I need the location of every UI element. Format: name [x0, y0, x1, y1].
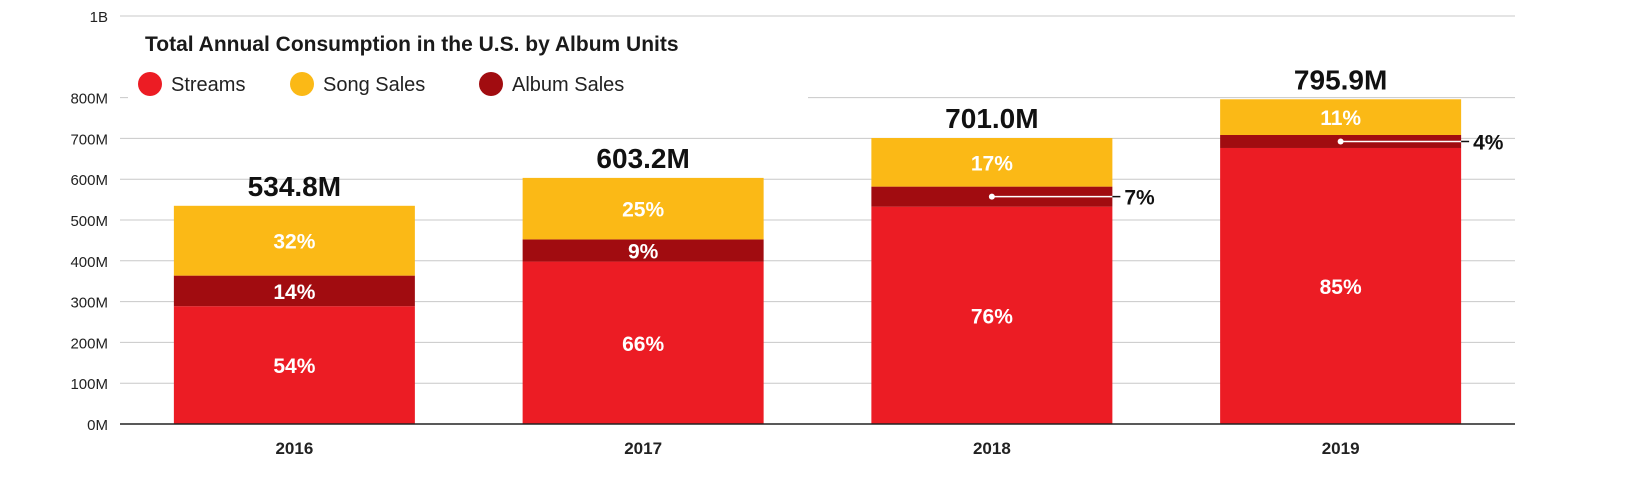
bar-segment-song-sales: [522, 177, 764, 240]
legend-swatch: [138, 72, 162, 96]
segment-percent-label: 14%: [273, 281, 315, 304]
segment-percent-label: 25%: [622, 199, 664, 222]
y-tick-label: 100M: [70, 376, 108, 393]
title-backdrop: [128, 26, 808, 106]
segment-percent-label: 66%: [622, 333, 664, 356]
segment-percent-label: 32%: [273, 231, 315, 254]
title-and-legend: Total Annual Consumption in the U.S. by …: [128, 26, 808, 106]
segment-percent-label: 76%: [971, 305, 1013, 328]
y-tick-label: 200M: [70, 335, 108, 352]
y-tick-label: 1B: [90, 9, 108, 26]
y-tick-label: 0M: [87, 417, 108, 434]
bar-segment-streams: [1220, 147, 1462, 424]
bar-segment-streams: [173, 306, 415, 424]
y-tick-label: 600M: [70, 172, 108, 189]
bar-segment-streams: [522, 261, 764, 424]
y-axis: 0M 100M 200M 300M 400M 500M 600M 700M 800M 1B: [70, 9, 108, 434]
legend: Streams Song Sales Album Sales: [138, 72, 624, 96]
y-tick-label: 500M: [70, 213, 108, 230]
legend-swatch: [290, 72, 314, 96]
bar-segment-song-sales: [871, 137, 1113, 187]
segment-percent-label: 4%: [1473, 131, 1504, 154]
x-tick-label: 2016: [275, 439, 313, 458]
legend-label: Song Sales: [323, 74, 425, 96]
legend-label: Album Sales: [512, 74, 624, 96]
x-tick-label: 2019: [1322, 439, 1360, 458]
y-tick-label: 800M: [70, 91, 108, 108]
bar-labels: 54% 14% 32% 534.8M 66% 9% 25% 603.2M 76% 7% 17% 701…: [248, 64, 1504, 378]
bar-segment-album-sales: [522, 239, 764, 262]
bars: [173, 99, 1462, 424]
segment-percent-label: 17%: [971, 152, 1013, 175]
chart-title: Total Annual Consumption in the U.S. by …: [145, 33, 679, 56]
x-axis: 2016 2017 2018 2019: [120, 423, 1515, 458]
segment-percent-label: 54%: [273, 355, 315, 378]
bar-total-label: 701.0M: [945, 103, 1038, 134]
x-tick-label: 2017: [624, 439, 662, 458]
y-tick-label: 400M: [70, 254, 108, 271]
legend-swatch: [479, 72, 503, 96]
bar-total-label: 603.2M: [596, 143, 689, 174]
x-tick-label: 2018: [973, 439, 1011, 458]
segment-percent-label: 9%: [628, 240, 659, 263]
segment-percent-label: 11%: [1320, 107, 1361, 130]
segment-percent-label: 85%: [1320, 276, 1362, 299]
bar-segment-song-sales: [1220, 99, 1462, 135]
bar-total-label: 795.9M: [1294, 64, 1387, 95]
legend-label: Streams: [171, 74, 245, 96]
bar-total-label: 534.8M: [248, 171, 341, 202]
bar-segment-song-sales: [173, 205, 415, 276]
bar-segment-album-sales: [173, 275, 415, 307]
segment-percent-label: 7%: [1124, 187, 1155, 210]
bar-segment-streams: [871, 206, 1113, 424]
y-tick-label: 700M: [70, 131, 108, 148]
y-tick-label: 300M: [70, 295, 108, 312]
